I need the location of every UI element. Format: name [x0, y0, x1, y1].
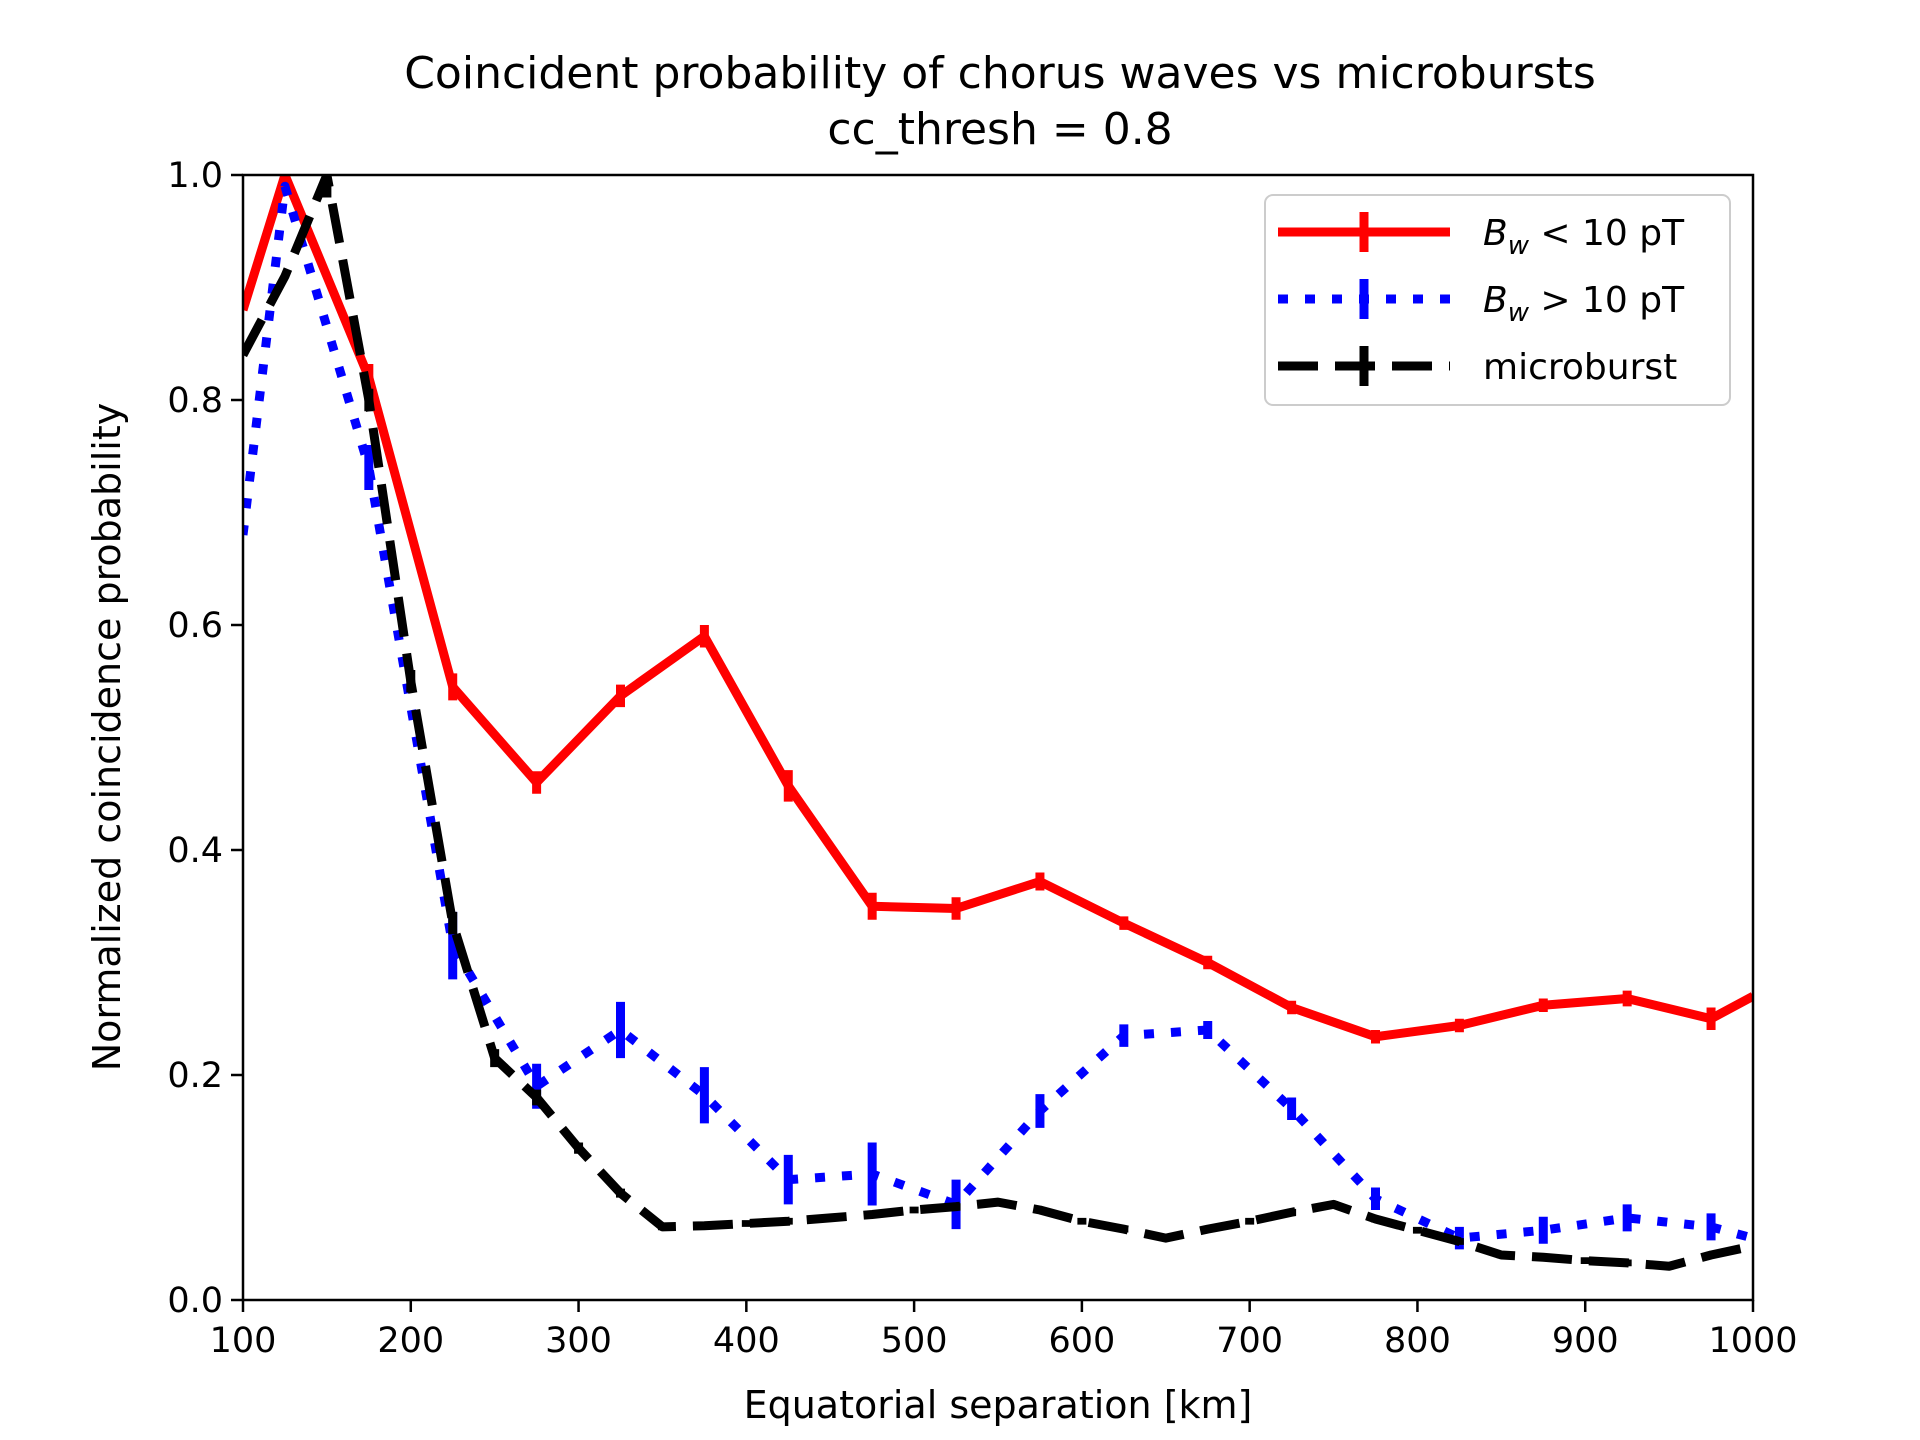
y-tick-label: 0.8 [167, 381, 223, 421]
y-tick-label: 0.2 [167, 1056, 223, 1096]
series-0 [243, 175, 1753, 1044]
y-tick-label: 0.0 [167, 1281, 223, 1321]
y-tick-label: 0.6 [167, 606, 223, 646]
plot-content [243, 175, 1753, 1271]
y-axis-label: Normalized coincidence probability [85, 403, 129, 1072]
x-axis-label: Equatorial separation [km] [744, 1383, 1253, 1427]
x-tick-label: 900 [1552, 1321, 1619, 1361]
x-tick-label: 500 [881, 1321, 948, 1361]
legend-label: Bw > 10 pT [1483, 280, 1685, 328]
chart-subtitle: cc_thresh = 0.8 [827, 104, 1172, 155]
series-line-0 [243, 175, 1753, 1042]
legend-entry-1: Bw > 10 pT [1278, 279, 1685, 328]
legend-label: microburst [1483, 347, 1677, 388]
legend: Bw < 10 pT Bw > 10 pT microburst [1264, 194, 1731, 406]
x-tick-label: 300 [545, 1321, 612, 1361]
legend-label: Bw < 10 pT [1483, 213, 1685, 261]
x-tick-label: 200 [377, 1321, 444, 1361]
chart-title: Coincident probability of chorus waves v… [404, 48, 1596, 99]
legend-frame [1264, 194, 1731, 406]
x-tick-label: 100 [210, 1321, 277, 1361]
legend-entry-0: Bw < 10 pT [1278, 212, 1685, 261]
x-tick-label: 600 [1048, 1321, 1115, 1361]
series-line-1 [243, 181, 1753, 1243]
x-tick-label: 800 [1384, 1321, 1451, 1361]
series-2 [243, 175, 1753, 1271]
x-tick-label: 1000 [1708, 1321, 1797, 1361]
x-axis: 100 200 300 400 500 600 700 800 900 1000 [210, 1300, 1798, 1361]
legend-entry-2: microburst [1278, 346, 1677, 388]
plot-frame [241, 173, 1755, 1302]
y-tick-label: 0.4 [167, 831, 223, 871]
y-tick-label: 1.0 [167, 156, 223, 196]
x-tick-label: 700 [1216, 1321, 1283, 1361]
x-tick-label: 400 [713, 1321, 780, 1361]
y-axis: 0.0 0.2 0.4 0.6 0.8 1.0 [167, 156, 243, 1321]
